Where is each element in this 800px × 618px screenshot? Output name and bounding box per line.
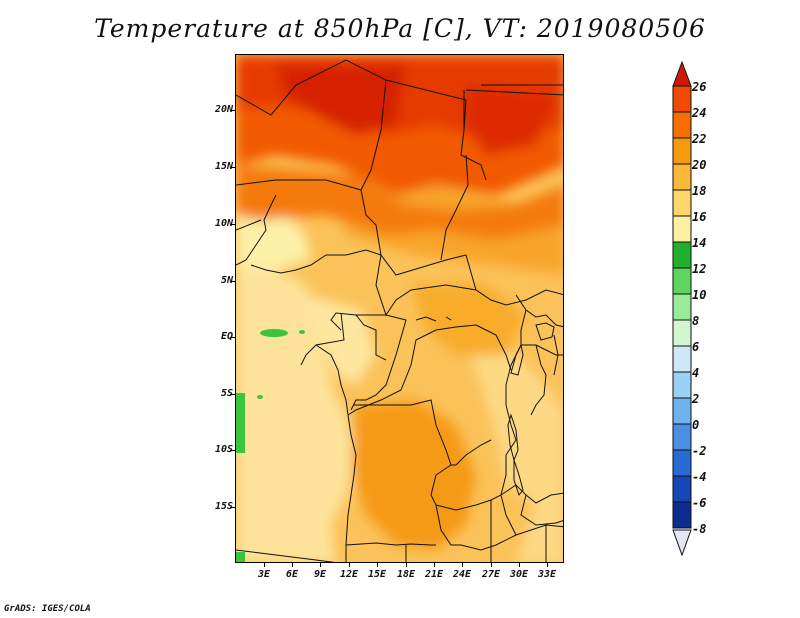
colorbar-label: -6 [692,496,707,510]
lon-tick [377,563,378,567]
color-bar-segment [672,319,692,347]
color-bar-segment [672,345,692,373]
lon-tick [349,563,350,567]
colorbar-label: 22 [692,132,707,146]
color-bar-segment [672,85,692,113]
lon-tick [547,563,548,567]
colorbar-label: 18 [692,184,707,198]
colorbar-label: 2 [692,392,700,406]
color-bar-segment [672,501,692,529]
lon-tick [434,563,435,567]
map-title: Temperature at 850hPa [C], VT: 201908050… [94,14,706,43]
color-bar-segment [672,163,692,191]
color-bar-segment [672,293,692,321]
colorbar-label: -2 [692,444,707,458]
lon-tick [320,563,321,567]
lat-tick [230,507,235,508]
lon-tick [292,563,293,567]
lon-label-21e: 21E [424,569,444,580]
color-bar-segment [672,475,692,503]
lat-label-5n: 5N [220,275,233,286]
lat-label-10s: 10S [214,444,233,455]
lat-tick [230,450,235,451]
lon-tick [462,563,463,567]
lat-tick [230,281,235,282]
color-bar-segment [672,241,692,269]
lon-tick [264,563,265,567]
color-bar-segment [672,111,692,139]
colorbar-label: 24 [692,106,707,120]
color-bar-segment [672,189,692,217]
colorbar-label: 0 [692,418,700,432]
colorbar-label: 6 [692,340,700,354]
lat-tick [230,394,235,395]
temperature-map [235,54,564,563]
colorbar-label: 4 [692,366,700,380]
lat-label-5s: 5S [220,388,233,399]
color-bar-segment [672,397,692,425]
lon-label-30e: 30E [509,569,529,580]
lat-tick [230,167,235,168]
map-canvas [236,55,563,562]
cool-patches [236,329,305,562]
lat-label-20n: 20N [214,104,233,115]
lat-tick [230,337,235,338]
lon-label-15e: 15E [367,569,387,580]
color-bar-segment [672,371,692,399]
lon-label-18e: 18E [396,569,416,580]
lon-label-27e: 27E [481,569,501,580]
colorbar-label: 8 [692,314,700,328]
colorbar-label: 20 [692,158,707,172]
colorbar-label: -4 [692,470,707,484]
lat-tick [230,110,235,111]
colorbar-label: 14 [692,236,707,250]
temperature-contours [236,55,563,562]
lon-label-3e: 3E [257,569,271,580]
color-bar-segment [672,267,692,295]
color-bar-segment [672,215,692,243]
lat-tick [230,224,235,225]
lon-label-24e: 24E [452,569,472,580]
color-bar-segment [672,449,692,477]
colorbar-label: 12 [692,262,707,276]
grads-credit: GrADS: IGES/COLA [4,604,91,614]
colorbar-label: 16 [692,210,707,224]
lat-label-15s: 15S [214,501,233,512]
color-bar-top-arrow [672,60,692,87]
lon-tick [519,563,520,567]
lon-label-33e: 33E [537,569,557,580]
color-bar-segment [672,423,692,451]
colorbar-label: -8 [692,522,707,536]
lon-tick [491,563,492,567]
colorbar-label: 26 [692,80,707,94]
colorbar-label: 10 [692,288,707,302]
lat-label-15n: 15N [214,161,233,172]
lon-tick [406,563,407,567]
lon-label-6e: 6E [285,569,299,580]
color-bar [672,60,692,557]
country-borders [236,59,563,562]
lat-label-10n: 10N [214,218,233,229]
lon-label-12e: 12E [339,569,359,580]
lon-label-9e: 9E [313,569,327,580]
color-bar-segment [672,137,692,165]
lat-label-eq: EQ [220,331,233,342]
color-bar-bottom-arrow [672,529,692,557]
lakes [415,316,555,497]
